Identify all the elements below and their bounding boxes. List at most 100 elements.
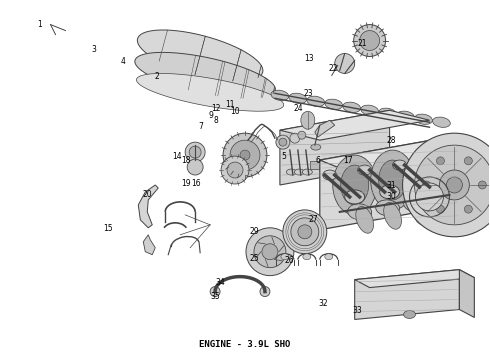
Ellipse shape [223,133,267,177]
Ellipse shape [379,108,396,118]
Ellipse shape [240,150,250,160]
Text: 35: 35 [211,292,220,301]
Ellipse shape [335,54,355,73]
Text: 30: 30 [387,192,396,201]
Ellipse shape [343,102,361,112]
Ellipse shape [290,133,300,143]
Ellipse shape [260,287,270,297]
Polygon shape [280,110,429,140]
Ellipse shape [291,218,319,246]
Polygon shape [355,270,460,319]
Polygon shape [355,270,474,288]
Ellipse shape [254,236,286,268]
Ellipse shape [348,204,371,220]
Text: 8: 8 [213,116,218,125]
Text: 14: 14 [172,152,181,161]
Ellipse shape [415,145,490,225]
Text: 16: 16 [191,179,201,188]
Text: 24: 24 [294,104,304,113]
Ellipse shape [376,200,399,216]
Ellipse shape [271,90,289,100]
Polygon shape [320,135,490,172]
Text: 19: 19 [182,179,191,188]
Text: 6: 6 [316,156,321,165]
Text: 1: 1 [37,19,42,28]
Polygon shape [315,120,335,137]
Text: 22: 22 [328,64,338,73]
Ellipse shape [416,183,443,211]
Ellipse shape [403,133,490,237]
Polygon shape [460,270,474,318]
Ellipse shape [440,170,469,200]
Ellipse shape [298,131,306,139]
Text: 11: 11 [225,100,235,109]
Bar [354,157,368,165]
Text: 34: 34 [216,278,225,287]
Ellipse shape [341,165,368,205]
Text: 20: 20 [143,190,152,199]
Text: 5: 5 [282,152,287,161]
Text: 4: 4 [121,57,125,66]
Text: 2: 2 [155,72,159,81]
Ellipse shape [361,105,379,116]
Ellipse shape [360,31,380,50]
Ellipse shape [303,254,311,260]
Ellipse shape [333,155,377,215]
Bar [376,155,390,163]
Text: 33: 33 [352,306,362,315]
Ellipse shape [262,244,278,260]
Ellipse shape [276,135,290,149]
Ellipse shape [302,169,312,175]
Text: 25: 25 [250,255,260,264]
Text: 10: 10 [230,107,240,116]
Ellipse shape [392,160,407,170]
Polygon shape [460,135,490,218]
Text: 13: 13 [304,54,313,63]
Ellipse shape [325,254,333,260]
Polygon shape [135,53,275,98]
Ellipse shape [432,192,455,208]
Ellipse shape [345,190,365,204]
Ellipse shape [437,205,444,213]
Ellipse shape [189,146,201,158]
Polygon shape [138,185,158,228]
Ellipse shape [478,181,486,189]
Ellipse shape [325,99,343,109]
Text: 29: 29 [250,228,260,237]
Ellipse shape [230,140,260,170]
Ellipse shape [323,170,337,180]
Ellipse shape [289,93,307,103]
Ellipse shape [433,117,450,127]
Text: ENGINE - 3.9L SHO: ENGINE - 3.9L SHO [199,341,291,350]
Ellipse shape [415,114,432,125]
Ellipse shape [379,160,407,200]
Polygon shape [280,110,390,185]
Ellipse shape [294,169,304,175]
Ellipse shape [465,205,472,213]
Bar [332,159,346,167]
Ellipse shape [370,150,415,210]
Text: 21: 21 [358,39,367,48]
Text: 27: 27 [309,215,318,224]
Ellipse shape [279,138,287,146]
Text: 23: 23 [304,89,313,98]
Ellipse shape [283,210,327,254]
Polygon shape [136,73,284,111]
Text: 7: 7 [198,122,203,131]
Text: 18: 18 [182,156,191,165]
Ellipse shape [356,207,373,233]
Ellipse shape [384,202,401,229]
Ellipse shape [412,198,429,225]
Ellipse shape [404,310,416,319]
Text: 15: 15 [103,224,113,233]
Ellipse shape [307,96,325,107]
Text: 28: 28 [387,136,396,145]
Ellipse shape [221,156,249,184]
Ellipse shape [416,155,444,195]
Ellipse shape [358,165,371,175]
Ellipse shape [298,225,312,239]
Ellipse shape [210,287,220,297]
Text: 12: 12 [211,104,220,113]
Ellipse shape [246,228,294,276]
Text: 31: 31 [387,181,396,190]
